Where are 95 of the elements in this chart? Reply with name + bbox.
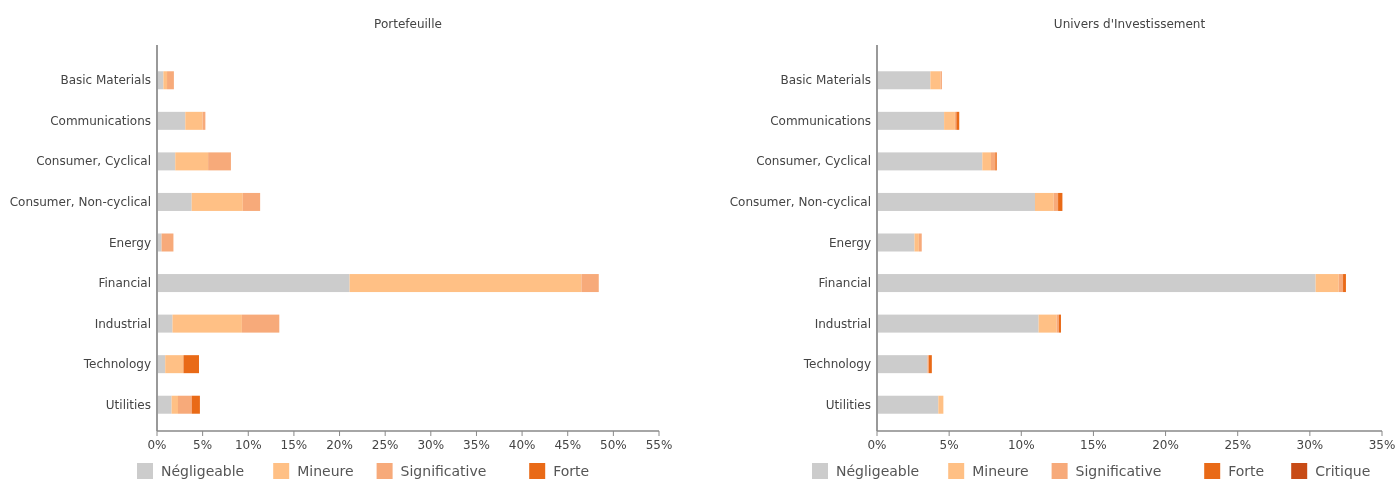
bar [877, 71, 931, 90]
x-tick-label: 20% [1152, 438, 1179, 452]
x-tick-label: 25% [371, 438, 399, 452]
bar [157, 395, 172, 414]
legend-label: Négligeable [836, 463, 920, 479]
bar [1053, 192, 1059, 211]
bar [161, 233, 174, 252]
y-tick-label: Consumer, Non-cyclical [9, 194, 151, 209]
y-tick-label: Industrial [94, 316, 151, 331]
bar [177, 395, 192, 414]
bar [581, 274, 599, 293]
y-tick-label: Technology [802, 357, 871, 372]
bar [183, 355, 199, 374]
bar [167, 71, 174, 90]
x-tick-label: 40% [508, 438, 536, 452]
y-tick-label: Utilities [825, 397, 871, 412]
x-tick-label: 20% [326, 438, 353, 452]
bar [157, 314, 173, 333]
legend-label: Significative [400, 463, 487, 479]
bar [877, 233, 915, 252]
bar [157, 274, 350, 293]
bar [877, 314, 1039, 333]
bar [982, 152, 991, 171]
x-tick-label: 10% [234, 438, 262, 452]
bar [1338, 274, 1344, 293]
bar [349, 274, 582, 293]
y-tick-label: Energy [108, 235, 151, 250]
bar [191, 192, 243, 211]
bar [175, 152, 209, 171]
y-tick-label: Communications [50, 113, 151, 128]
bar [1343, 274, 1346, 293]
x-tick-label: 0% [147, 438, 167, 452]
bar [157, 111, 186, 130]
y-tick-label: Utilities [105, 397, 151, 412]
bar [157, 192, 192, 211]
bar [877, 355, 928, 374]
bar [877, 152, 983, 171]
x-tick-label: 5% [193, 438, 213, 452]
bar [191, 395, 200, 414]
y-tick-label: Financial [818, 276, 871, 291]
bar [163, 71, 168, 90]
bar [185, 111, 203, 130]
bar [877, 192, 1035, 211]
y-tick-label: Industrial [814, 316, 871, 331]
y-tick-label: Consumer, Cyclical [756, 154, 871, 169]
bar [171, 395, 178, 414]
bar [914, 233, 919, 252]
bar [938, 395, 944, 414]
x-tick-label: 50% [600, 438, 627, 452]
x-tick-label: 30% [417, 438, 445, 452]
bar [241, 314, 280, 333]
x-tick-label: 0% [867, 438, 887, 452]
legend-label: Négligeable [161, 463, 245, 479]
legend-label: Mineure [297, 463, 354, 479]
x-tick-label: 45% [554, 438, 582, 452]
bar [1038, 314, 1057, 333]
bar [877, 111, 945, 130]
y-tick-label: Basic Materials [780, 73, 871, 88]
chart-title: Portefeuille [374, 17, 442, 31]
bar [930, 71, 941, 90]
y-tick-label: Financial [98, 276, 151, 291]
bar [157, 152, 176, 171]
x-tick-label: 35% [463, 438, 490, 452]
y-tick-label: Energy [828, 235, 871, 250]
bar [877, 274, 1316, 293]
legend-label: Significative [1075, 463, 1162, 479]
bar [990, 152, 996, 171]
x-tick-label: 10% [1007, 438, 1035, 452]
bar [944, 111, 955, 130]
y-tick-label: Consumer, Non-cyclical [729, 194, 871, 209]
bar [208, 152, 231, 171]
bar [1315, 274, 1339, 293]
bar [172, 314, 242, 333]
bar [1034, 192, 1054, 211]
x-tick-label: 5% [939, 438, 959, 452]
x-tick-label: 25% [1224, 438, 1252, 452]
bar [918, 233, 922, 252]
y-tick-label: Communications [770, 113, 871, 128]
chart-title: Univers d'Investissement [1053, 17, 1206, 31]
y-tick-label: Basic Materials [60, 73, 151, 88]
x-tick-label: 55% [645, 438, 673, 452]
bar [877, 395, 939, 414]
bar [1058, 192, 1063, 211]
x-tick-label: 35% [1368, 438, 1396, 452]
y-tick-label: Consumer, Cyclical [36, 154, 151, 169]
x-tick-label: 15% [1080, 438, 1107, 452]
x-tick-label: 15% [280, 438, 308, 452]
legend-label: Forte [553, 463, 590, 479]
x-tick-label: 30% [1296, 438, 1324, 452]
y-tick-label: Technology [82, 357, 151, 372]
bar [165, 355, 184, 374]
bar [242, 192, 261, 211]
legend-label: Critique [1315, 463, 1371, 479]
legend-label: Mineure [972, 463, 1029, 479]
legend-label: Forte [1228, 463, 1265, 479]
